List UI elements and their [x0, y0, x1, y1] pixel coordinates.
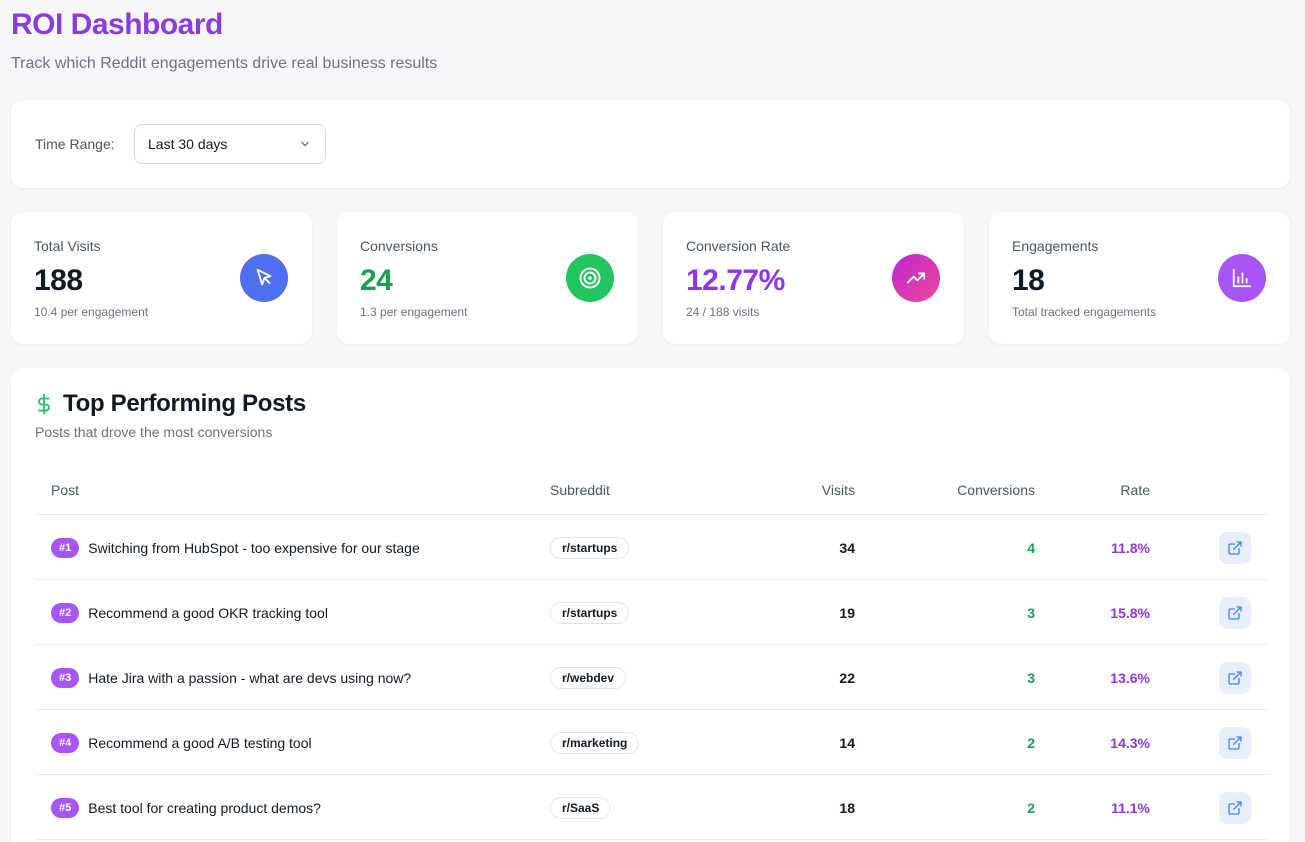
rate-value: 11.1% — [1111, 799, 1150, 816]
page-title: ROI Dashboard — [11, 8, 223, 41]
external-link-icon — [1228, 540, 1242, 555]
external-link-icon — [1228, 735, 1242, 750]
stat-value: 24 — [360, 264, 393, 297]
target-icon — [566, 254, 614, 302]
conversions-value: 3 — [1027, 604, 1035, 621]
rate-value: 14.3% — [1110, 734, 1150, 751]
stat-card-conversion-rate: Conversion Rate 12.77% 24 / 188 visits — [663, 212, 964, 344]
rank-badge: #3 — [51, 667, 80, 688]
external-link-cell — [1219, 515, 1251, 580]
post-title: Recommend a good OKR tracking tool — [88, 604, 328, 621]
external-link-cell — [1219, 710, 1251, 775]
dollar-icon — [38, 393, 50, 415]
open-post-button[interactable] — [1219, 531, 1251, 564]
stat-label: Engagements — [1012, 238, 1099, 254]
rate-value: 13.6% — [1110, 669, 1150, 686]
post-cell: #3 Hate Jira with a passion - what are d… — [51, 645, 411, 710]
stat-card-conversions: Conversions 24 1.3 per engagement — [337, 212, 638, 344]
stat-value: 188 — [34, 264, 83, 297]
table-row: #4 Recommend a good A/B testing tool r/m… — [35, 710, 1267, 775]
stat-sub: 24 / 188 visits — [686, 305, 760, 319]
subreddit-cell: r/webdev — [550, 645, 627, 710]
column-header-visits: Visits — [821, 482, 855, 498]
rank-badge: #1 — [51, 537, 80, 558]
visits-value: 18 — [839, 799, 855, 816]
stat-value: 18 — [1012, 264, 1045, 297]
open-post-button[interactable] — [1219, 661, 1251, 694]
external-link-icon — [1228, 670, 1242, 685]
top-posts-subtitle: Posts that drove the most conversions — [35, 424, 273, 440]
post-title: Switching from HubSpot - too expensive f… — [88, 539, 420, 556]
conversions-value: 2 — [1027, 734, 1035, 751]
rate-value: 15.8% — [1110, 604, 1150, 621]
post-title: Recommend a good A/B testing tool — [88, 734, 312, 751]
conversions-value: 3 — [1027, 669, 1035, 686]
subreddit-cell: r/SaaS — [550, 775, 612, 840]
top-posts-card: Top Performing Posts Posts that drove th… — [11, 368, 1290, 842]
filter-bar: Time Range: Last 30 days — [11, 100, 1290, 188]
conversions-value: 4 — [1027, 539, 1035, 556]
visits-value: 19 — [839, 604, 855, 621]
subreddit-cell: r/marketing — [550, 710, 640, 775]
post-cell: #1 Switching from HubSpot - too expensiv… — [51, 515, 420, 580]
post-title: Hate Jira with a passion - what are devs… — [88, 669, 412, 686]
column-header-post: Post — [51, 482, 80, 498]
table-row: #1 Switching from HubSpot - too expensiv… — [35, 515, 1267, 580]
chevron-down-icon — [301, 141, 309, 147]
rank-badge: #4 — [51, 732, 80, 753]
external-link-icon — [1228, 800, 1242, 815]
open-post-button[interactable] — [1219, 726, 1251, 759]
top-posts-header: Top Performing Posts — [35, 390, 306, 418]
column-header-rate: Rate — [1120, 482, 1150, 498]
post-title: Best tool for creating product demos? — [88, 799, 321, 816]
stat-value: 12.77% — [686, 264, 785, 297]
table-row: #5 Best tool for creating product demos?… — [35, 775, 1267, 840]
subreddit-badge: r/SaaS — [550, 796, 612, 819]
rate-value: 11.8% — [1111, 539, 1150, 556]
open-post-button[interactable] — [1219, 596, 1251, 629]
trending-up-icon — [892, 254, 940, 302]
stat-label: Total Visits — [34, 238, 101, 254]
top-posts-table: Post Subreddit Visits Conversions Rate #… — [35, 468, 1267, 840]
cursor-icon — [240, 254, 288, 302]
table-header: Post Subreddit Visits Conversions Rate — [35, 468, 1267, 515]
time-range-label: Time Range: — [35, 136, 115, 152]
stat-sub: Total tracked engagements — [1012, 305, 1157, 319]
time-range-select[interactable]: Last 30 days — [134, 124, 326, 164]
top-posts-title: Top Performing Posts — [63, 390, 306, 417]
stat-card-engagements: Engagements 18 Total tracked engagements — [989, 212, 1290, 344]
external-link-icon — [1228, 605, 1242, 620]
subreddit-cell: r/startups — [550, 515, 630, 580]
open-post-button[interactable] — [1219, 791, 1251, 824]
post-cell: #2 Recommend a good OKR tracking tool — [51, 580, 328, 645]
table-row: #2 Recommend a good OKR tracking tool r/… — [35, 580, 1267, 645]
stat-label: Conversion Rate — [686, 238, 791, 254]
time-range-value: Last 30 days — [148, 136, 228, 152]
stat-card-total-visits: Total Visits 188 10.4 per engagement — [11, 212, 312, 344]
subreddit-badge: r/webdev — [550, 666, 627, 689]
post-cell: #5 Best tool for creating product demos? — [51, 775, 321, 840]
visits-value: 22 — [839, 669, 855, 686]
table-row: #3 Hate Jira with a passion - what are d… — [35, 645, 1267, 710]
stat-label: Conversions — [360, 238, 438, 254]
subreddit-badge: r/marketing — [550, 731, 640, 754]
post-cell: #4 Recommend a good A/B testing tool — [51, 710, 312, 775]
subreddit-cell: r/startups — [550, 580, 630, 645]
column-header-subreddit: Subreddit — [550, 482, 610, 498]
subreddit-badge: r/startups — [550, 601, 630, 624]
visits-value: 34 — [839, 539, 855, 556]
rank-badge: #5 — [51, 797, 80, 818]
external-link-cell — [1219, 775, 1251, 840]
subreddit-badge: r/startups — [550, 536, 630, 559]
conversions-value: 2 — [1027, 799, 1035, 816]
external-link-cell — [1219, 580, 1251, 645]
rank-badge: #2 — [51, 602, 80, 623]
column-header-conversions: Conversions — [957, 482, 1035, 498]
external-link-cell — [1219, 645, 1251, 710]
stat-sub: 1.3 per engagement — [360, 305, 468, 319]
page-subtitle: Track which Reddit engagements drive rea… — [11, 55, 438, 72]
bar-chart-icon — [1218, 254, 1266, 302]
visits-value: 14 — [839, 734, 855, 751]
stat-sub: 10.4 per engagement — [34, 305, 149, 319]
